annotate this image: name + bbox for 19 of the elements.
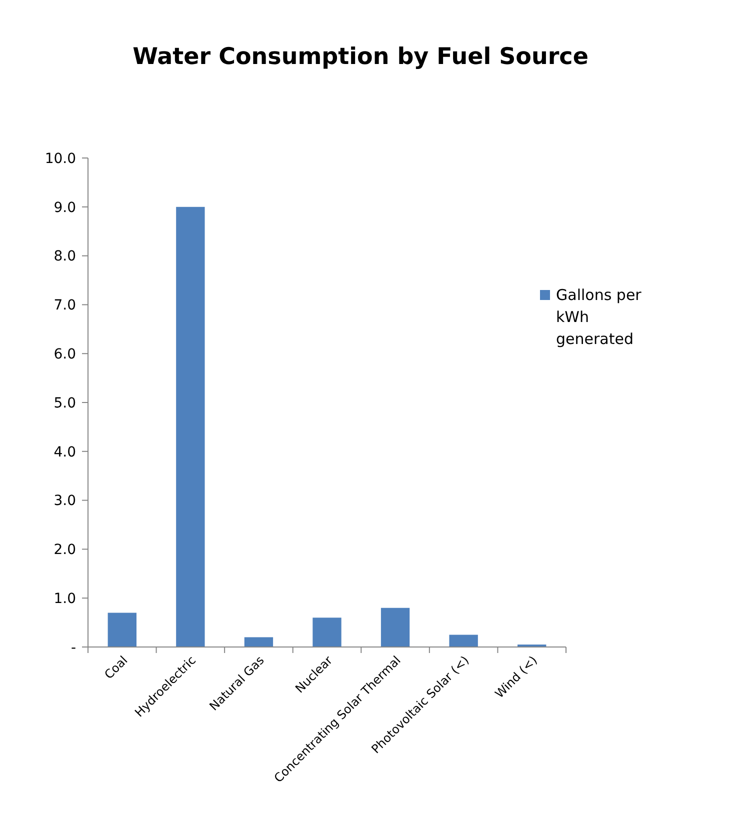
y-tick-label: 3.0: [54, 493, 76, 510]
y-tick-label: 8.0: [54, 248, 76, 265]
bar: [176, 206, 205, 647]
legend-label: Gallons per kWh generated: [556, 286, 642, 348]
bar: [244, 637, 274, 647]
bar: [449, 634, 478, 647]
y-tick-label: 1.0: [54, 591, 76, 607]
y-tick-label: 5.0: [54, 395, 76, 412]
y-tick-label: 2.0: [54, 542, 76, 558]
y-tick-label: 4.0: [54, 444, 76, 460]
bar: [108, 612, 136, 647]
y-tick-label: 9.0: [54, 200, 76, 216]
chart-title: Water Consumption by Fuel Source: [132, 44, 588, 70]
y-tick-label: -: [70, 640, 76, 656]
bar: [380, 608, 410, 647]
y-tick-label: 7.0: [54, 298, 76, 314]
y-tick-label: 10.0: [44, 150, 76, 167]
y-tick-label: 6.0: [54, 346, 76, 362]
bar: [312, 618, 342, 647]
